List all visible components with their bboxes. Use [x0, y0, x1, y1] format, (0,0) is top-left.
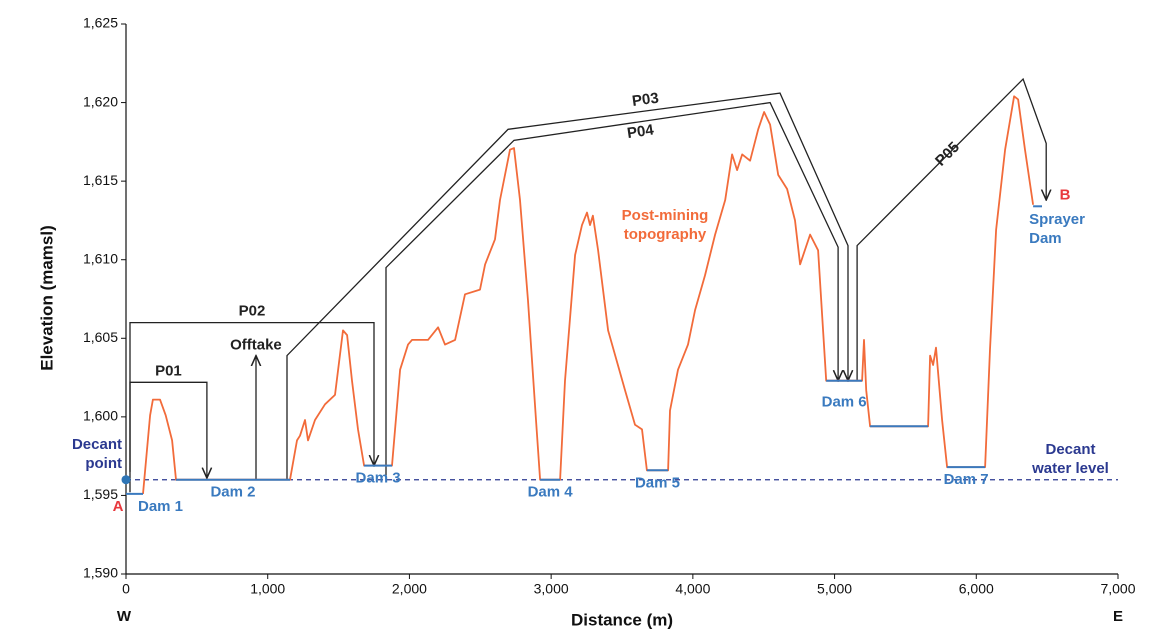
dam-label: Dam 7 [944, 471, 989, 488]
x-tick-label: 3,000 [534, 581, 569, 597]
series-label: Post-mining topography [621, 207, 709, 243]
pipeline [856, 77, 1046, 381]
y-tick-label: 1,600 [83, 408, 118, 424]
offtake-label: Offtake [230, 337, 282, 354]
y-tick-label: 1,590 [83, 565, 118, 581]
dam-label: Dam 6 [822, 394, 867, 411]
pipeline [385, 101, 838, 480]
pipeline [129, 381, 207, 478]
x-tick-label: 6,000 [959, 581, 994, 597]
y-axis-title: Elevation (mamsl) [37, 225, 56, 371]
dam-label: Dam 3 [356, 470, 401, 487]
pipeline-label: P02 [239, 303, 266, 320]
x-axis-title: Distance (m) [571, 610, 673, 629]
direction-west: W [117, 608, 132, 625]
y-tick-label: 1,625 [83, 15, 118, 31]
x-tick-label: 5,000 [817, 581, 852, 597]
dam-label: Dam 4 [528, 484, 574, 501]
pipeline [129, 321, 374, 493]
pipeline [286, 92, 848, 480]
y-tick-label: 1,610 [83, 250, 118, 266]
topography-line [142, 95, 1034, 494]
dam-label: Dam 2 [210, 484, 255, 501]
section-end: B [1060, 186, 1071, 203]
x-tick-label: 7,000 [1100, 581, 1135, 597]
pipeline-label: P03 [631, 90, 660, 110]
dam-label: Sprayer Dam [1029, 211, 1085, 248]
y-tick-label: 1,620 [83, 93, 118, 109]
x-tick-label: 2,000 [392, 581, 427, 597]
direction-east: E [1113, 608, 1123, 625]
dam-label: Dam 5 [635, 474, 680, 491]
y-tick-label: 1,605 [83, 329, 118, 345]
dam-label: Dam 1 [138, 498, 183, 515]
pipeline-label: P01 [155, 362, 182, 379]
decant-level-label: Decant water level [1032, 440, 1109, 477]
x-tick-label: 4,000 [675, 581, 710, 597]
decant-point-label: Decant point [71, 435, 122, 472]
decant-point [121, 475, 131, 485]
y-tick-label: 1,595 [83, 486, 118, 502]
pipeline-label: P04 [626, 121, 656, 142]
x-tick-label: 0 [122, 581, 130, 597]
x-tick-label: 1,000 [250, 581, 285, 597]
y-tick-label: 1,615 [83, 172, 118, 188]
section-start: A [113, 498, 124, 515]
